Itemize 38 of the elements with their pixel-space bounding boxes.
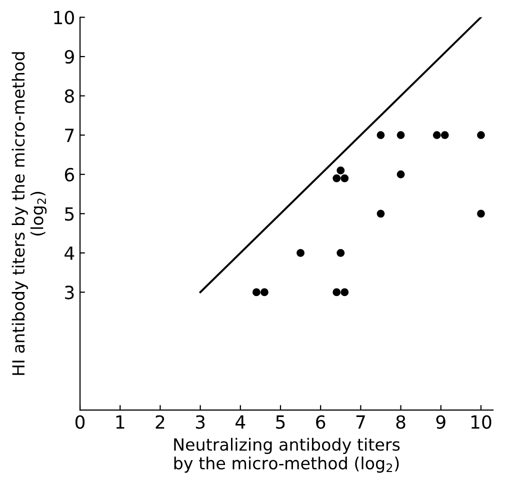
x-axis-title: Neutralizing antibody titers by the micro-method (log$_{2}$) — [174, 438, 400, 473]
x-tick-label: 6 — [316, 415, 326, 429]
point — [336, 248, 345, 257]
x-tick-label: 3 — [196, 415, 205, 429]
point — [376, 131, 385, 140]
point — [340, 288, 349, 296]
point — [332, 174, 341, 182]
point — [477, 210, 485, 218]
x-tick-label: 2 — [156, 415, 164, 429]
x-tick-label: 1 — [116, 415, 124, 429]
x-tick-label: 10 — [471, 415, 492, 429]
point — [336, 166, 345, 174]
point — [252, 288, 260, 296]
point — [440, 131, 449, 140]
point — [376, 210, 385, 218]
y-tick-label: 3 — [65, 286, 74, 300]
x-tick-label: 5 — [276, 415, 285, 429]
point — [396, 170, 405, 178]
point — [260, 288, 268, 296]
x-tick-label: 7 — [356, 415, 365, 429]
point — [432, 131, 441, 140]
x-tick-label: 0 — [75, 415, 85, 429]
y-tick-label: 5 — [65, 207, 74, 221]
y-tick-label: 6 — [64, 168, 74, 182]
x-tick-label: 4 — [236, 415, 246, 429]
point — [296, 248, 304, 257]
y-tick-label: 9 — [64, 50, 74, 64]
y-tick-label: 4 — [64, 246, 74, 260]
point — [396, 131, 405, 140]
y-tick-label: 10 — [54, 10, 74, 24]
point — [332, 288, 341, 296]
point — [340, 174, 349, 182]
y-tick-label: 8 — [64, 89, 74, 103]
y-tick-label: 7 — [65, 128, 74, 142]
point — [477, 131, 485, 140]
x-tick-label: 8 — [396, 415, 406, 429]
x-tick-label: 9 — [436, 415, 446, 429]
y-axis-title: HI antibody titers by the micro-method (log$_{2}$) — [12, 52, 47, 375]
